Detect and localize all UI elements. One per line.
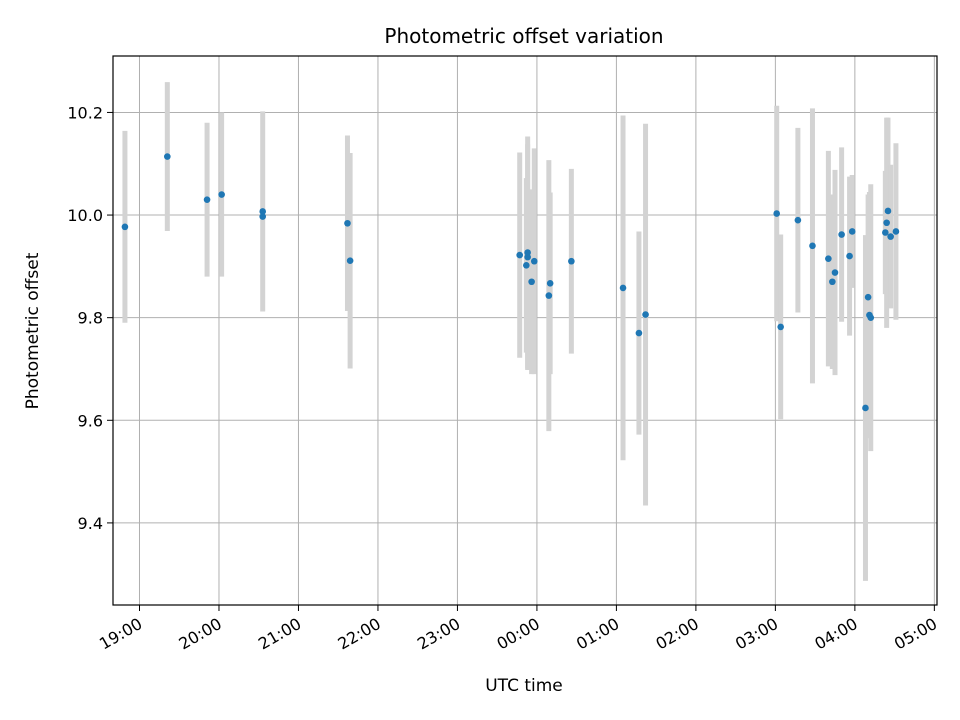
data-point	[344, 219, 351, 227]
data-point	[831, 269, 839, 276]
x-tick-label: 02:00	[652, 614, 701, 654]
data-point	[867, 314, 875, 321]
x-tick-label: 01:00	[573, 614, 622, 654]
x-axis-label: UTC time	[485, 676, 563, 696]
x-tick-label: 03:00	[732, 614, 781, 654]
data-point	[546, 279, 554, 287]
y-axis-label: Photometric offset	[23, 252, 43, 409]
data-point	[346, 257, 354, 265]
data-point	[524, 253, 531, 261]
data-point	[528, 278, 535, 286]
x-axis-ticks: 19:00 20:00 21:00 22:00 23:00 00:00 01:00 02:00…	[96, 605, 940, 654]
data-point	[523, 262, 530, 269]
data-point	[773, 210, 781, 217]
data-point	[777, 323, 784, 331]
data-point	[259, 213, 266, 220]
y-tick-label: 9.6	[78, 411, 103, 430]
data-point	[259, 208, 266, 215]
x-tick-label: 21:00	[255, 614, 304, 654]
x-tick-label: 20:00	[176, 614, 225, 654]
data-point	[545, 292, 553, 299]
data-point	[883, 219, 890, 227]
plot-frame	[112, 55, 938, 606]
x-tick-label: 00:00	[493, 614, 542, 654]
y-tick-label: 10.0	[67, 206, 103, 225]
error-bars	[122, 82, 899, 581]
data-point	[642, 311, 649, 318]
data-point	[635, 329, 643, 337]
data-point	[846, 252, 853, 260]
data-point	[825, 255, 832, 262]
x-tick-label: 19:00	[96, 614, 145, 654]
data-point	[848, 228, 856, 235]
data-point	[121, 223, 129, 231]
y-tick-label: 9.4	[78, 514, 103, 533]
data-point	[218, 191, 225, 198]
data-point	[794, 216, 802, 224]
data-point	[838, 231, 845, 238]
x-tick-label: 22:00	[335, 614, 384, 654]
data-point	[862, 404, 869, 412]
data-point	[203, 196, 211, 203]
x-tick-label: 04:00	[811, 614, 860, 654]
data-point	[829, 278, 836, 286]
data-point	[164, 153, 171, 160]
data-point	[864, 293, 872, 301]
data-point	[619, 284, 627, 292]
chart-title: Photometric offset variation	[384, 24, 663, 48]
data-point	[892, 228, 900, 235]
data-points	[121, 153, 900, 412]
data-point	[882, 229, 889, 236]
data-point	[524, 249, 531, 256]
x-tick-label: 05:00	[891, 614, 940, 654]
y-tick-label: 10.2	[67, 103, 103, 122]
data-point	[884, 207, 892, 215]
x-tick-label: 23:00	[414, 614, 463, 654]
y-axis-ticks: 9.4 9.6 9.8 10.0 10.2	[67, 103, 113, 533]
data-point	[809, 242, 816, 250]
data-point	[530, 257, 538, 265]
data-point	[516, 251, 524, 259]
y-tick-label: 9.8	[78, 309, 103, 328]
data-point	[887, 233, 894, 240]
data-point	[568, 257, 575, 265]
